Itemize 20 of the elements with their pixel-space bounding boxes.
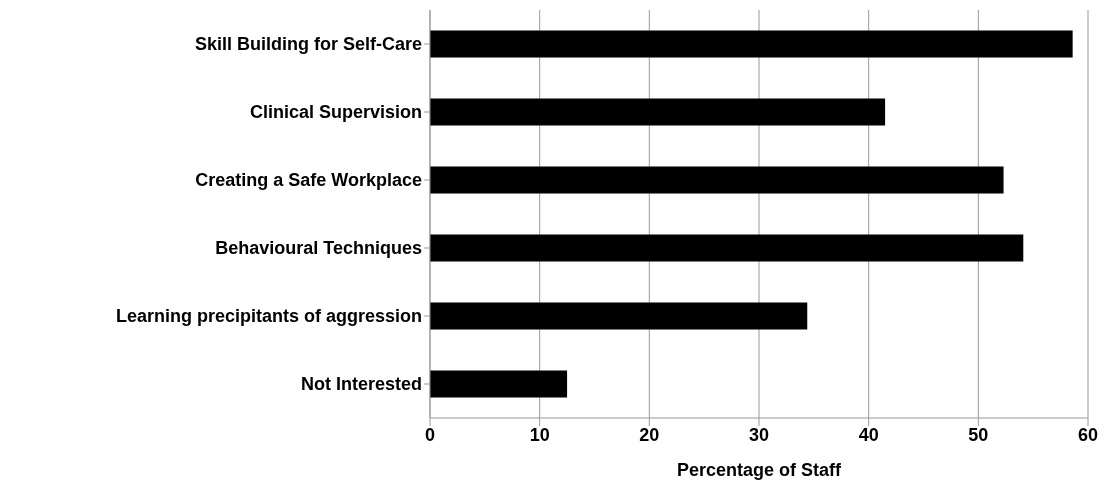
x-axis-title: Percentage of Staff — [676, 460, 843, 480]
bar — [430, 30, 1073, 58]
y-tick-label: Learning precipitants of aggression — [115, 306, 422, 327]
x-tick-label: 10 — [529, 424, 550, 445]
y-tick-label: Behavioural Techniques — [215, 238, 422, 259]
bar — [430, 302, 808, 330]
y-tick-label: Creating a Safe Workplace — [195, 170, 422, 191]
x-tick-label: 50 — [968, 424, 989, 445]
x-tick-label: 60 — [1077, 424, 1099, 445]
x-tick-label: 30 — [748, 424, 770, 445]
bar — [430, 166, 1004, 194]
y-tick-label: Not Interested — [300, 374, 422, 395]
y-tick-label: Clinical Supervision — [249, 102, 422, 123]
bar — [430, 234, 1024, 262]
y-tick-label: Skill Building for Self-Care — [194, 34, 422, 55]
bar — [430, 98, 886, 126]
x-tick-label: 0 — [424, 424, 436, 445]
bar — [430, 370, 568, 398]
x-tick-label: 40 — [858, 424, 879, 445]
x-tick-label: 20 — [639, 424, 660, 445]
